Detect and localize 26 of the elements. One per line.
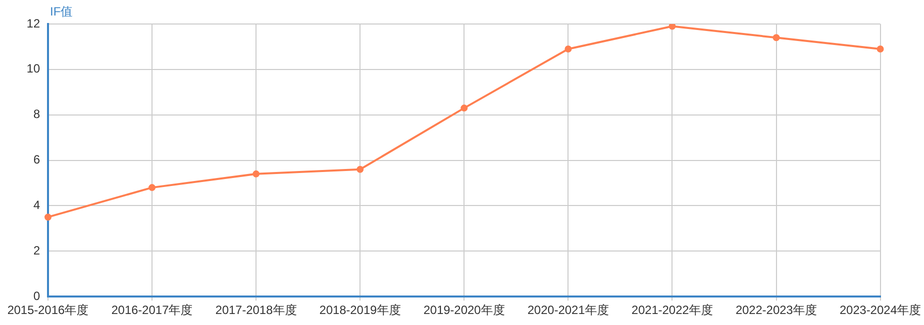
x-tick-label: 2021-2022年度 — [632, 303, 713, 318]
x-tick-label: 2020-2021年度 — [527, 303, 609, 318]
y-tick-label: 12 — [26, 16, 40, 30]
point — [772, 34, 780, 42]
x-tick-label: 2023-2024年度 — [840, 303, 921, 318]
y-tick-label: 6 — [33, 152, 40, 167]
point — [148, 184, 156, 192]
x-tick-label: 2019-2020年度 — [423, 303, 505, 318]
x-tick-label: 2017-2018年度 — [215, 303, 297, 318]
y-tick-label: 10 — [26, 62, 40, 76]
y-tick-label: 0 — [33, 288, 40, 303]
x-tick-label: 2015-2016年度 — [7, 303, 89, 318]
y-tick-label: 2 — [33, 243, 40, 258]
y-tick-label: 4 — [33, 198, 40, 212]
y-tick-label: 8 — [33, 107, 40, 122]
x-tick-label: 2022-2023年度 — [736, 303, 817, 318]
point — [44, 214, 52, 221]
point — [252, 170, 260, 178]
point — [876, 45, 884, 52]
x-tick-label: 2018-2019年度 — [319, 303, 401, 318]
point — [460, 104, 468, 112]
x-tick-label: 2016-2017年度 — [111, 303, 193, 318]
point — [356, 166, 364, 173]
y-axis-title: IF值 — [50, 4, 73, 18]
point — [668, 24, 676, 30]
point — [564, 45, 572, 52]
